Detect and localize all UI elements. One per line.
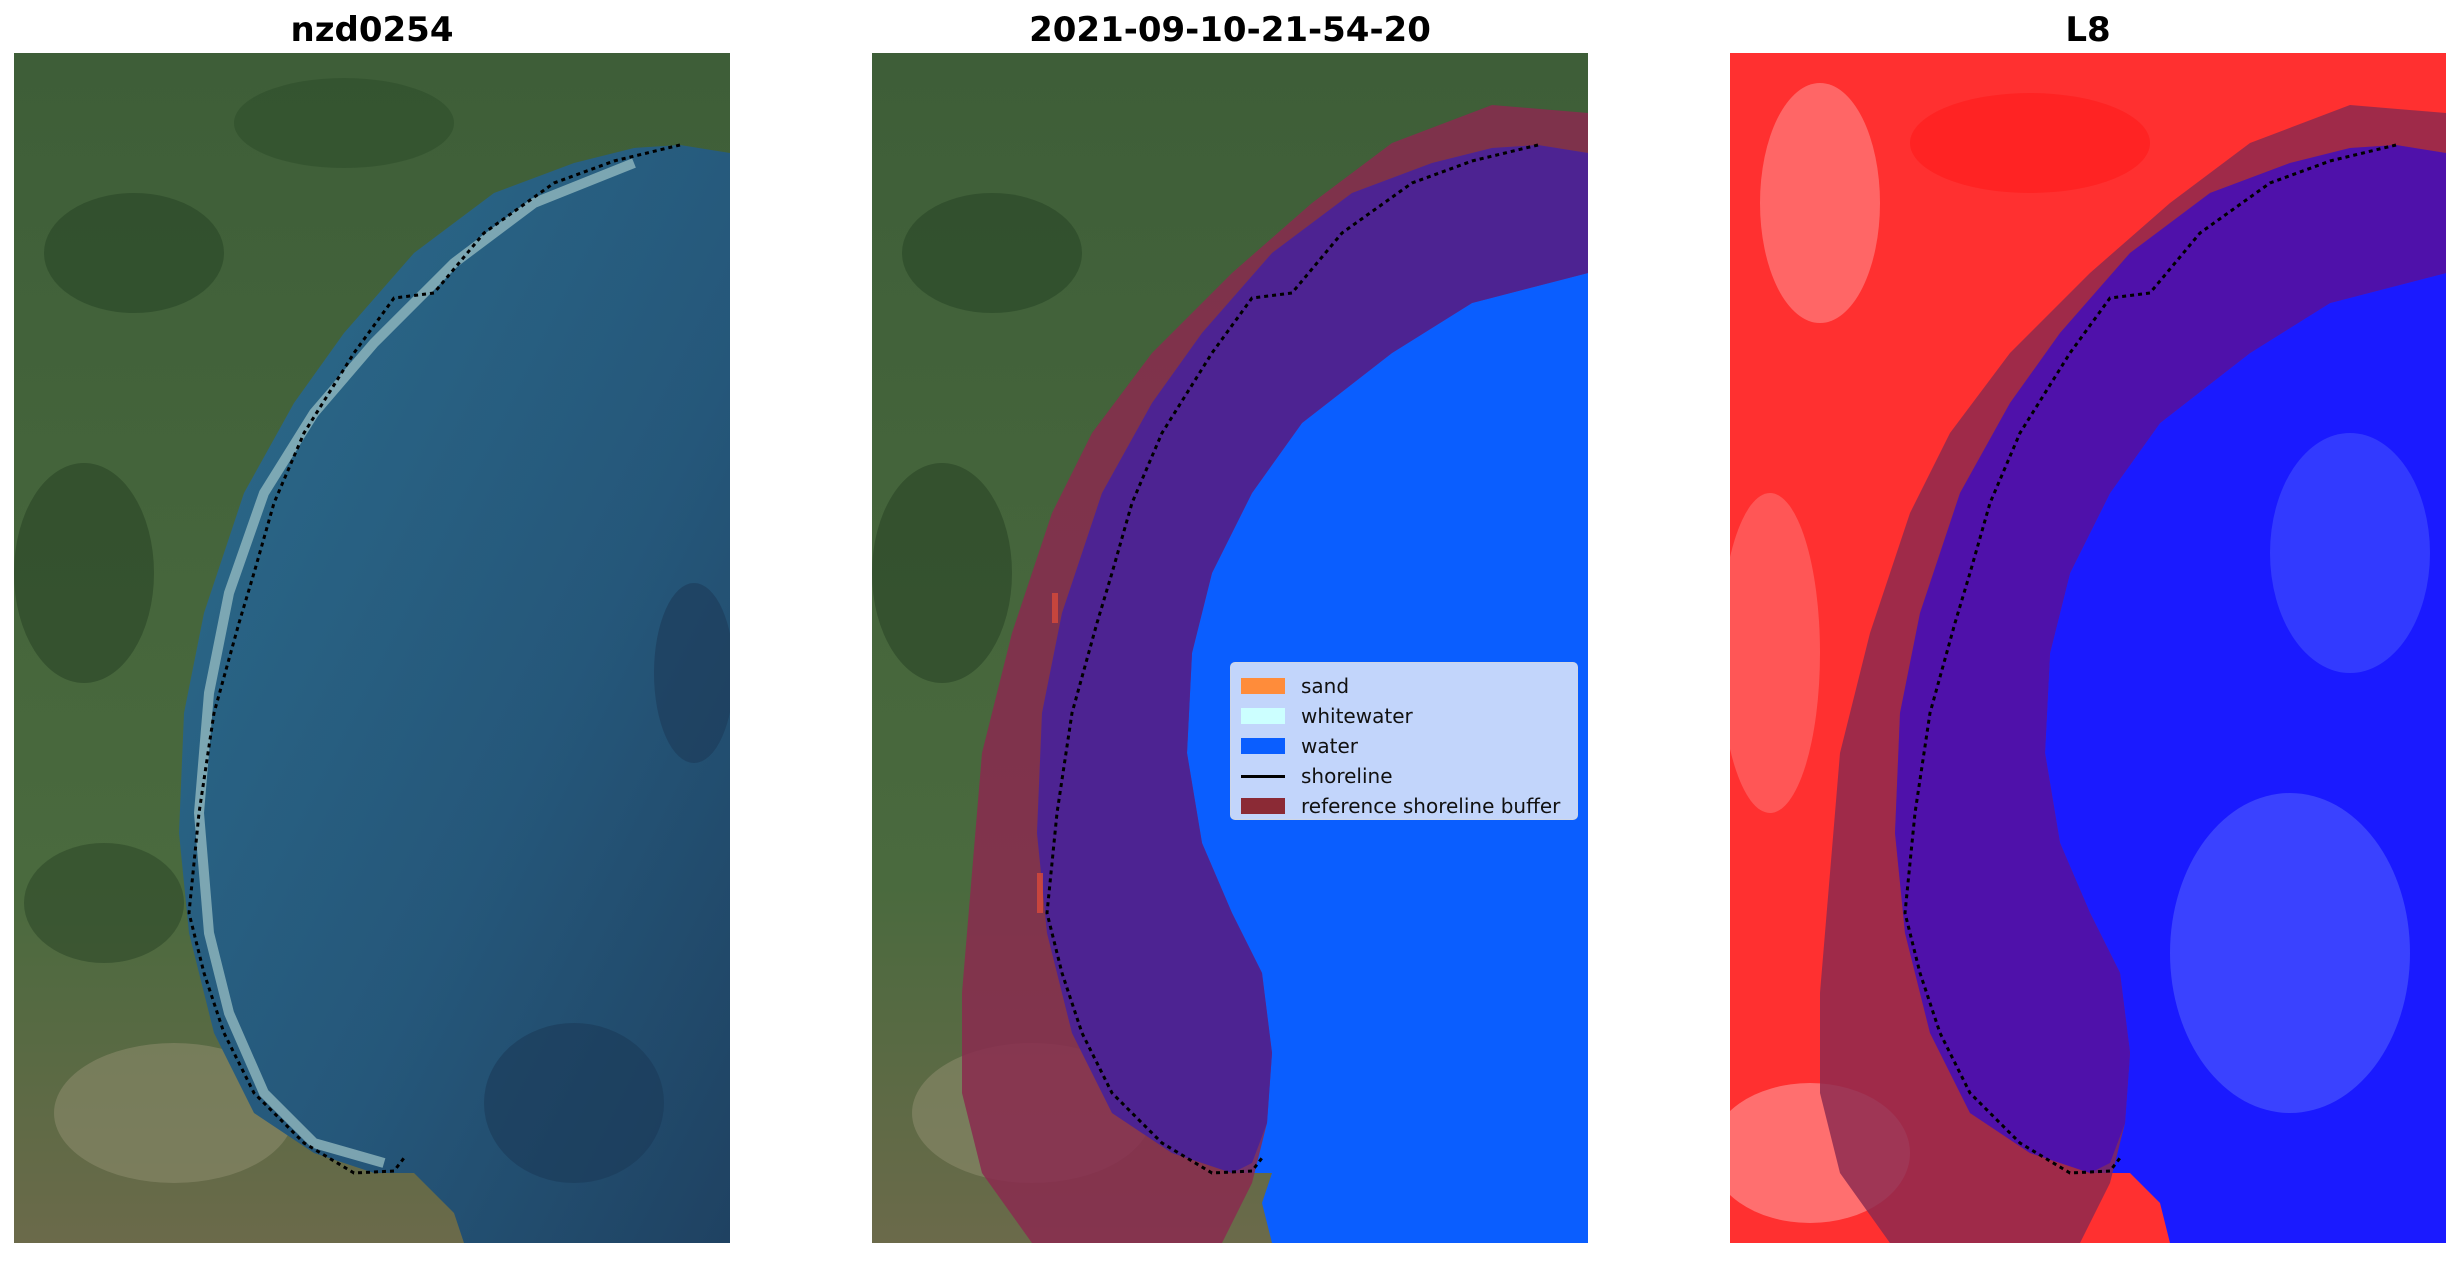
legend-label-water: water bbox=[1301, 734, 1358, 758]
legend: sand whitewater water shoreline referenc… bbox=[1230, 662, 1578, 820]
shoreline bbox=[1903, 143, 2397, 1175]
shoreline bbox=[187, 143, 681, 1175]
buffer-inner-water bbox=[1895, 145, 2446, 1173]
legend-label-sand: sand bbox=[1301, 674, 1350, 698]
legend-swatch-whitewater bbox=[1241, 708, 1285, 724]
classification-image bbox=[872, 53, 1588, 1243]
legend-item-sand: sand bbox=[1241, 671, 1567, 701]
legend-item-water: water bbox=[1241, 731, 1567, 761]
legend-swatch-water bbox=[1241, 738, 1285, 754]
rgb-satellite-image bbox=[14, 53, 730, 1243]
legend-label-shoreline: shoreline bbox=[1301, 764, 1393, 788]
panel-title-rgb: nzd0254 bbox=[290, 10, 454, 50]
legend-item-shoreline: shoreline bbox=[1241, 761, 1567, 791]
legend-swatch-shoreline bbox=[1241, 774, 1285, 778]
panel-title-index: L8 bbox=[2065, 10, 2111, 50]
index-image bbox=[1730, 53, 2446, 1243]
legend-item-buffer: reference shoreline buffer bbox=[1241, 791, 1567, 821]
panel-title-classification: 2021-09-10-21-54-20 bbox=[1029, 10, 1431, 50]
surf-zone bbox=[193, 158, 636, 1168]
index-svg bbox=[1730, 53, 2446, 1243]
legend-item-whitewater: whitewater bbox=[1241, 701, 1567, 731]
buffer-inner-water bbox=[1037, 145, 1588, 1173]
classification-svg bbox=[872, 53, 1588, 1243]
legend-swatch-sand bbox=[1241, 678, 1285, 694]
legend-swatch-buffer bbox=[1241, 798, 1285, 814]
legend-label-whitewater: whitewater bbox=[1301, 704, 1413, 728]
sea-area bbox=[179, 145, 730, 1243]
legend-label-buffer: reference shoreline buffer bbox=[1301, 794, 1561, 818]
rgb-image-svg bbox=[14, 53, 730, 1243]
shoreline bbox=[1045, 143, 1539, 1175]
